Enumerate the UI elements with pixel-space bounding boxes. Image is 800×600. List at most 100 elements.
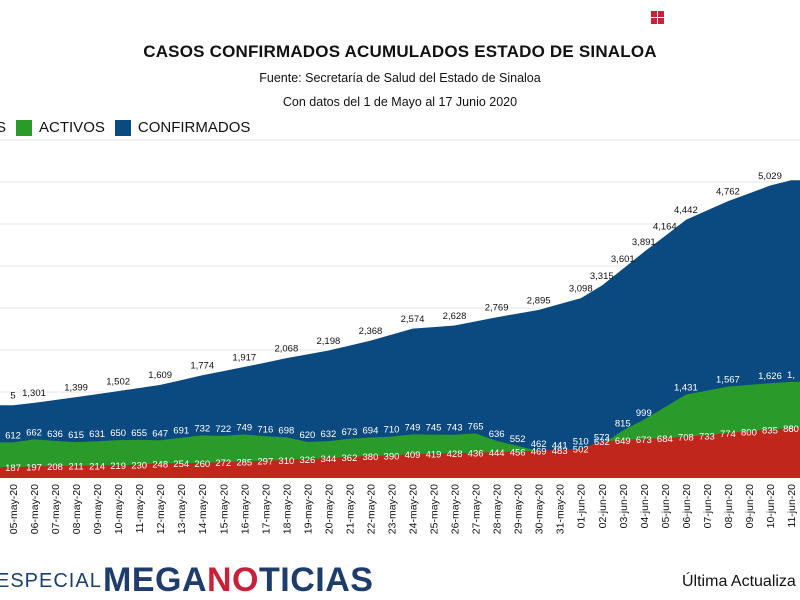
deaths-data-label: 800 — [741, 427, 757, 438]
deaths-data-label: 214 — [89, 462, 105, 473]
brand-part-a: MEGA — [103, 561, 207, 599]
x-tick-label: 06-may-20 — [29, 484, 41, 534]
x-tick-labels: 05-may-20 06-may-20 07-may-20 08-may-20 09-m… — [8, 484, 798, 534]
deaths-data-label: 733 — [699, 431, 715, 442]
x-tick-label: 12-may-20 — [155, 484, 167, 534]
confirmados-data-label: 4,442 — [674, 205, 698, 216]
x-tick-label: 06-jun-20 — [681, 484, 693, 529]
x-tick-label: 10-may-20 — [113, 484, 125, 534]
activos-data-label: 691 — [173, 426, 189, 437]
confirmados-area — [0, 179, 800, 478]
deaths-data-label: 483 — [552, 446, 568, 457]
activos-data-label: 632 — [320, 429, 336, 440]
confirmados-data-label: 3,315 — [590, 271, 614, 282]
activos-data-label: 636 — [489, 429, 505, 440]
x-tick-label: 27-may-20 — [471, 484, 483, 534]
activos-data-label: 710 — [384, 425, 400, 436]
x-tick-label: 26-may-20 — [450, 484, 462, 534]
x-tick-label: 31-may-20 — [555, 484, 567, 534]
deaths-data-label: 774 — [720, 429, 736, 440]
deaths-data-label: 344 — [320, 454, 336, 465]
deaths-data-label: 326 — [299, 455, 315, 466]
x-tick-label: 08-jun-20 — [723, 484, 735, 529]
activos-data-label: 749 — [405, 422, 421, 433]
x-tick-label: 30-may-20 — [534, 484, 546, 534]
legend-swatch-activos — [16, 119, 33, 136]
deaths-data-label: 187 — [5, 463, 21, 474]
deaths-data-label: 428 — [447, 449, 463, 460]
confirmados-data-label: 2,628 — [443, 311, 467, 322]
confirmados-data-label: 1,301 — [22, 388, 46, 399]
confirmados-data-label: 2,769 — [485, 303, 509, 314]
deaths-data-label: 469 — [531, 447, 547, 458]
activos-data-label: 655 — [131, 428, 147, 439]
confirmados-data-label: 5,029 — [758, 171, 782, 182]
activos-data-label: 441 — [552, 440, 568, 451]
activos-data-label: 1,431 — [674, 383, 698, 394]
confirmados-data-label: 1,399 — [64, 382, 88, 393]
activos-data-label: 1,626 — [758, 371, 782, 382]
activos-data-label: 673 — [342, 427, 358, 438]
deaths-data-label: 860 — [783, 424, 799, 435]
deaths-data-label: 456 — [510, 447, 526, 458]
deaths-data-label: 211 — [69, 462, 84, 473]
deaths-data-label: 362 — [342, 453, 358, 464]
x-tick-label: 13-may-20 — [176, 484, 188, 534]
brand-part-b: NO — [207, 561, 259, 599]
activos-data-label: 732 — [194, 423, 210, 434]
activos-data-label: 462 — [531, 439, 547, 450]
x-tick-label: 05-jun-20 — [660, 484, 672, 529]
data-labels: 1,3011,3991,5021,6091,7741,9172,0682,198… — [5, 171, 799, 474]
activos-data-label: 510 — [573, 436, 589, 447]
confirmados-data-label: 2,574 — [401, 314, 425, 325]
x-tick-label: 23-may-20 — [386, 484, 398, 534]
deaths-data-label: 632 — [594, 437, 610, 448]
x-tick-label: 20-may-20 — [323, 484, 335, 534]
deaths-data-label: 230 — [131, 461, 147, 472]
deaths-data-label: 219 — [110, 461, 126, 472]
deaths-partial-label: 8 — [788, 424, 793, 435]
confirmados-data-label: 1,774 — [190, 361, 214, 372]
deaths-data-label: 444 — [489, 448, 505, 459]
x-tick-label: 28-may-20 — [492, 484, 504, 534]
activos-data-label: 716 — [257, 424, 273, 435]
x-tick-label: 11-jun-20 — [786, 484, 798, 528]
brand-logo: MEGANOTICIAS — [103, 561, 373, 600]
confirmados-data-label: 4,762 — [716, 186, 740, 197]
confirmados-data-label: 1,502 — [106, 376, 130, 387]
x-tick-label: 04-jun-20 — [639, 484, 651, 529]
x-tick-label: 29-may-20 — [513, 484, 525, 534]
activos-data-label: 815 — [615, 419, 631, 430]
footer-bar — [0, 556, 800, 600]
x-tick-label: 22-may-20 — [365, 484, 377, 534]
x-tick-label: 24-may-20 — [408, 484, 420, 534]
deaths-data-label: 380 — [363, 452, 379, 463]
last-update-label: Última Actualiza — [682, 573, 796, 590]
x-tick-label: 19-may-20 — [302, 484, 314, 534]
confirmados-data-label: 2,895 — [527, 295, 551, 306]
activos-data-label: 698 — [278, 425, 294, 436]
confirmados-data-label: 2,068 — [274, 343, 298, 354]
deaths-data-label: 208 — [47, 462, 63, 473]
chart-source: Fuente: Secretaría de Salud del Estado d… — [259, 71, 541, 85]
deaths-data-label: 272 — [215, 458, 231, 469]
confirmados-data-label: 1,609 — [148, 370, 172, 381]
activos-data-label: 636 — [47, 429, 63, 440]
activos-partial-label: 1, — [787, 370, 795, 381]
confirmados-partial-label: 5 — [10, 391, 15, 402]
logo-icon — [651, 11, 664, 24]
deaths-data-label: 835 — [762, 425, 778, 436]
x-tick-label: 05-may-20 — [8, 484, 20, 534]
confirmados-data-label: 3,601 — [611, 254, 635, 265]
x-tick-label: 07-jun-20 — [702, 484, 714, 529]
x-tick-label: 02-jun-20 — [597, 484, 609, 529]
x-tick-label: 18-may-20 — [281, 484, 293, 534]
x-tick-label: 01-jun-20 — [576, 484, 588, 529]
deaths-data-label: 285 — [236, 457, 252, 468]
x-tick-label: 08-may-20 — [71, 484, 83, 534]
confirmados-data-label: 3,891 — [632, 237, 656, 248]
x-tick-label: 14-may-20 — [197, 484, 209, 534]
legend-label-confirmados: CONFIRMADOS — [137, 119, 251, 136]
activos-data-label: 615 — [68, 430, 84, 441]
confirmados-data-label: 2,198 — [317, 336, 341, 347]
